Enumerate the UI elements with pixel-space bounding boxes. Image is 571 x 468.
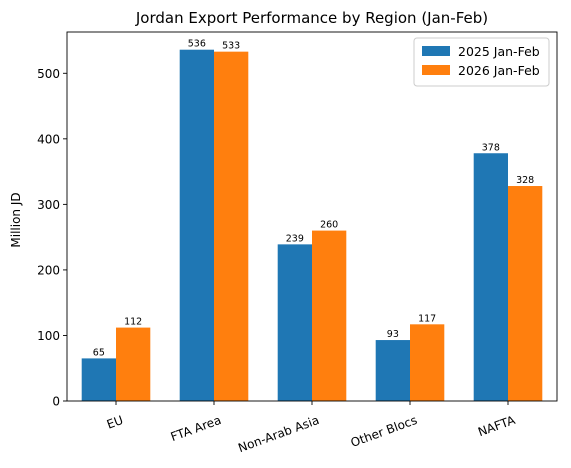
- bar: [81, 358, 116, 401]
- bar-value-label: 533: [222, 41, 240, 52]
- legend-swatch: [422, 46, 450, 56]
- x-tick-label: FTA Area: [169, 413, 223, 444]
- bar: [312, 230, 347, 401]
- bar-value-label: 112: [124, 317, 142, 328]
- legend-label: 2025 Jan-Feb: [458, 44, 540, 59]
- bar-value-label: 117: [418, 313, 436, 324]
- legend: 2025 Jan-Feb 2026 Jan-Feb: [413, 37, 550, 87]
- bar: [179, 49, 214, 401]
- bar-value-label: 378: [482, 142, 500, 153]
- bar: [410, 324, 445, 401]
- y-tick-label: 400: [37, 132, 60, 146]
- bar-value-label: 65: [93, 347, 105, 358]
- x-tick-label: Non-Arab Asia: [236, 413, 321, 455]
- bar-value-label: 260: [320, 220, 338, 231]
- bar: [116, 327, 151, 401]
- y-tick-label: 100: [37, 329, 60, 343]
- y-tick-label: 500: [37, 67, 60, 81]
- legend-swatch: [422, 65, 450, 75]
- bar: [214, 51, 249, 401]
- x-tick-label: EU: [105, 413, 125, 432]
- bar: [508, 186, 543, 401]
- bar-value-label: 93: [387, 329, 399, 340]
- x-tick-label: NAFTA: [476, 413, 518, 440]
- y-axis-label: Million JD: [9, 192, 23, 247]
- chart-title: Jordan Export Performance by Region (Jan…: [135, 9, 488, 27]
- y-tick-label: 0: [52, 395, 60, 409]
- plot-area: 65 536 239 93 378 112 533 260 117 328 0 100 200 300 40…: [37, 31, 558, 455]
- bar-value-label: 328: [516, 175, 534, 186]
- x-tick-label: Other Blocs: [349, 413, 419, 450]
- bar: [277, 244, 312, 401]
- legend-label: 2026 Jan-Feb: [458, 63, 540, 78]
- bar-value-label: 239: [286, 233, 304, 244]
- y-tick-label: 300: [37, 198, 60, 212]
- bar-value-label: 536: [188, 39, 206, 50]
- y-tick-label: 200: [37, 263, 60, 277]
- bar: [473, 153, 508, 401]
- bar: [375, 340, 410, 401]
